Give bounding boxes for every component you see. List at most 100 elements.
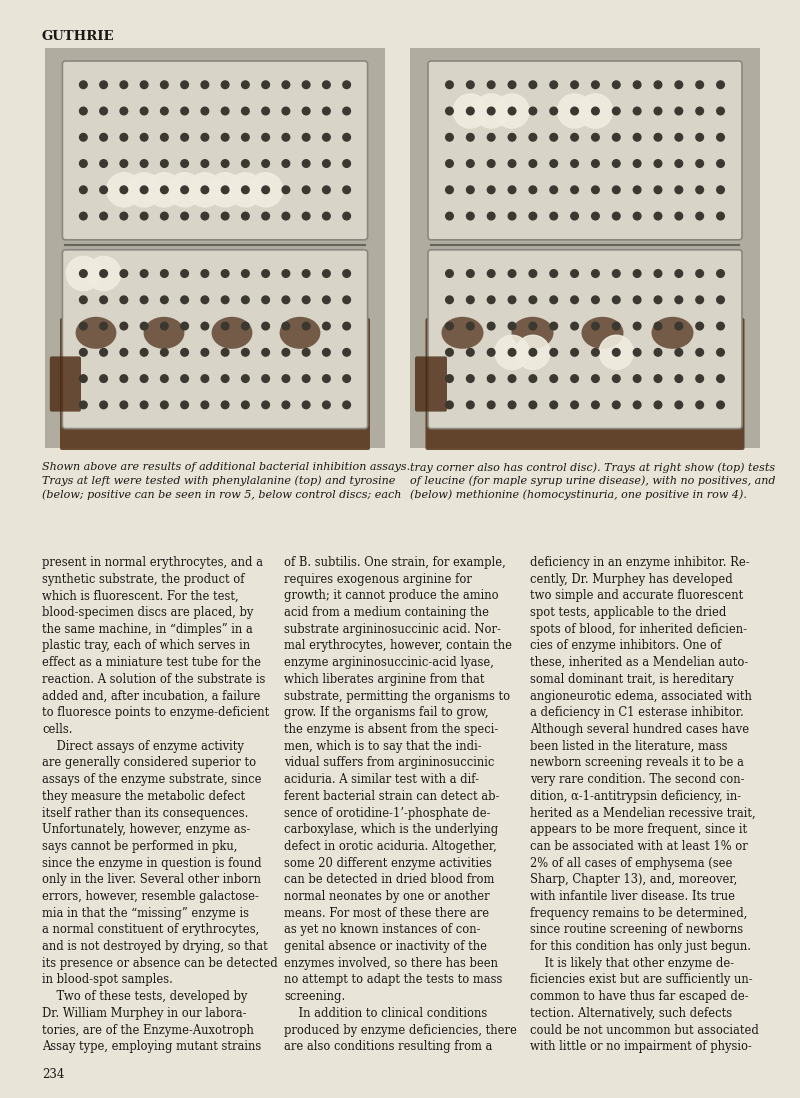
Circle shape — [466, 159, 474, 167]
Circle shape — [222, 296, 229, 304]
Circle shape — [529, 348, 537, 356]
Circle shape — [100, 323, 107, 329]
FancyBboxPatch shape — [60, 318, 370, 450]
Circle shape — [161, 81, 168, 89]
Circle shape — [696, 323, 703, 329]
Circle shape — [161, 270, 168, 278]
Circle shape — [613, 134, 620, 141]
Circle shape — [242, 270, 249, 278]
Circle shape — [86, 257, 121, 291]
Circle shape — [322, 108, 330, 115]
Circle shape — [302, 159, 310, 167]
Circle shape — [613, 374, 620, 382]
Circle shape — [66, 257, 101, 291]
Circle shape — [675, 186, 682, 193]
Circle shape — [570, 212, 578, 220]
Circle shape — [262, 348, 270, 356]
Circle shape — [613, 108, 620, 115]
Circle shape — [100, 108, 107, 115]
FancyBboxPatch shape — [50, 357, 81, 412]
Circle shape — [592, 108, 599, 115]
Circle shape — [487, 159, 495, 167]
Circle shape — [201, 296, 209, 304]
Circle shape — [302, 108, 310, 115]
Circle shape — [696, 81, 703, 89]
FancyBboxPatch shape — [426, 318, 745, 450]
Circle shape — [120, 401, 128, 408]
Circle shape — [696, 374, 703, 382]
Circle shape — [120, 296, 128, 304]
Circle shape — [120, 186, 128, 193]
Circle shape — [343, 296, 350, 304]
Circle shape — [79, 212, 87, 220]
Circle shape — [140, 81, 148, 89]
Circle shape — [570, 374, 578, 382]
Circle shape — [508, 81, 516, 89]
Circle shape — [592, 374, 599, 382]
Circle shape — [550, 296, 558, 304]
Circle shape — [634, 186, 641, 193]
Circle shape — [466, 348, 474, 356]
Circle shape — [675, 134, 682, 141]
Circle shape — [717, 108, 724, 115]
Circle shape — [201, 270, 209, 278]
FancyBboxPatch shape — [62, 250, 368, 428]
Circle shape — [100, 134, 107, 141]
Circle shape — [201, 348, 209, 356]
Ellipse shape — [582, 317, 623, 349]
Circle shape — [487, 212, 495, 220]
Circle shape — [120, 270, 128, 278]
Circle shape — [634, 81, 641, 89]
Circle shape — [466, 212, 474, 220]
Circle shape — [161, 296, 168, 304]
Circle shape — [446, 212, 454, 220]
Circle shape — [613, 81, 620, 89]
Circle shape — [675, 401, 682, 408]
Circle shape — [302, 134, 310, 141]
Circle shape — [201, 81, 209, 89]
Circle shape — [592, 348, 599, 356]
Circle shape — [508, 134, 516, 141]
Text: deficiency in an enzyme inhibitor. Re-
cently, Dr. Murphey has developed
two sim: deficiency in an enzyme inhibitor. Re- c… — [530, 556, 759, 1053]
Circle shape — [550, 81, 558, 89]
Circle shape — [140, 348, 148, 356]
Circle shape — [343, 108, 350, 115]
Circle shape — [343, 323, 350, 329]
Circle shape — [79, 401, 87, 408]
Circle shape — [100, 186, 107, 193]
Circle shape — [446, 81, 454, 89]
Circle shape — [201, 159, 209, 167]
Circle shape — [262, 186, 270, 193]
Ellipse shape — [280, 317, 320, 349]
Circle shape — [466, 323, 474, 329]
Circle shape — [550, 108, 558, 115]
Circle shape — [634, 348, 641, 356]
Circle shape — [181, 296, 189, 304]
Text: Shown above are results of additional bacterial inhibition assays.
Trays at left: Shown above are results of additional ba… — [42, 462, 410, 500]
Circle shape — [343, 134, 350, 141]
Circle shape — [302, 323, 310, 329]
Circle shape — [550, 134, 558, 141]
Circle shape — [550, 186, 558, 193]
Circle shape — [100, 348, 107, 356]
Circle shape — [120, 212, 128, 220]
Circle shape — [550, 401, 558, 408]
Circle shape — [100, 296, 107, 304]
Circle shape — [161, 186, 168, 193]
Circle shape — [570, 270, 578, 278]
Circle shape — [282, 81, 290, 89]
Circle shape — [529, 374, 537, 382]
Circle shape — [147, 172, 182, 206]
Circle shape — [120, 323, 128, 329]
Circle shape — [508, 401, 516, 408]
Circle shape — [120, 159, 128, 167]
Circle shape — [282, 296, 290, 304]
Circle shape — [79, 134, 87, 141]
Circle shape — [592, 159, 599, 167]
Text: of B. subtilis. One strain, for example,
requires exogenous arginine for
growth;: of B. subtilis. One strain, for example,… — [284, 556, 517, 1053]
Circle shape — [322, 159, 330, 167]
Circle shape — [302, 186, 310, 193]
Circle shape — [717, 348, 724, 356]
FancyBboxPatch shape — [415, 357, 447, 412]
Text: tray corner also has control disc). Trays at right show (top) tests
of leucine (: tray corner also has control disc). Tray… — [410, 462, 775, 501]
